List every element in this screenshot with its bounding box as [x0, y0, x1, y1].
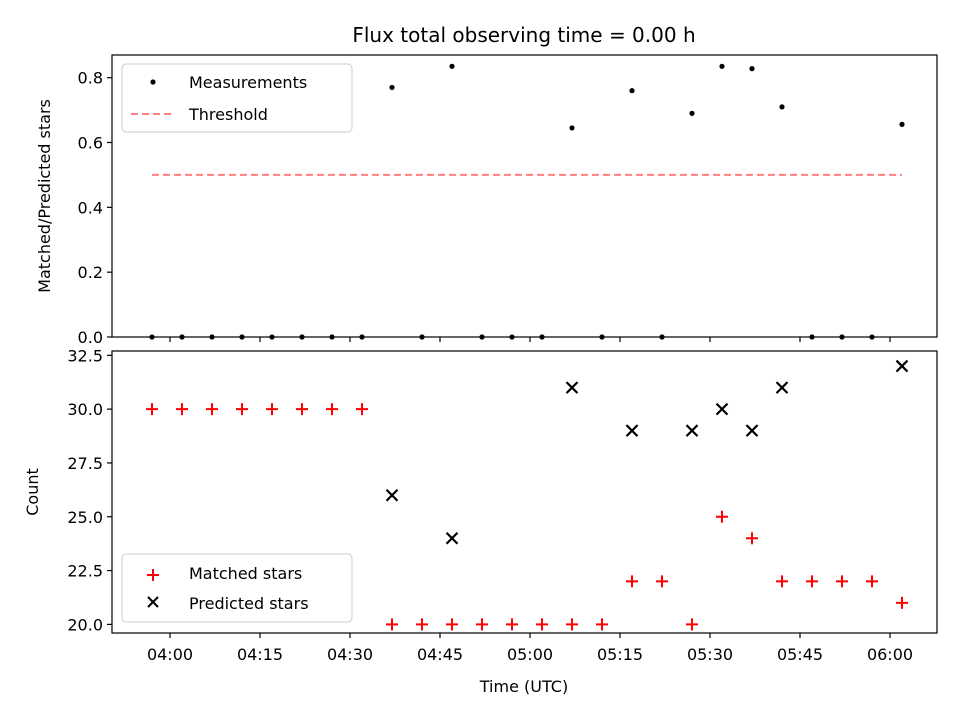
legend-measurements-label: Measurements: [189, 73, 307, 92]
top-legend-box: [121, 63, 353, 133]
matched-star-point: [656, 575, 668, 588]
matched-star-point: [356, 403, 368, 416]
bottom-y-tick-label: 22.5: [67, 562, 103, 581]
legend-measurements-marker: [150, 79, 156, 85]
legend-predicted-marker: [147, 596, 159, 608]
matched-star-point: [686, 618, 698, 631]
chart-title: Flux total observing time = 0.00 h: [352, 23, 695, 47]
measurement-point: [299, 334, 305, 340]
x-tick-label: 04:30: [327, 645, 373, 664]
matched-star-point: [866, 575, 878, 588]
measurement-point: [569, 125, 575, 131]
predicted-star-point: [745, 424, 759, 437]
measurement-point: [809, 334, 815, 340]
matched-star-point: [746, 532, 758, 545]
matched-star-point: [836, 575, 848, 588]
bottom-y-axis-label: Count: [23, 468, 42, 516]
matched-star-point: [446, 618, 458, 631]
measurement-point: [899, 121, 905, 127]
measurement-point: [749, 66, 755, 72]
x-tick-label: 04:15: [237, 645, 283, 664]
measurement-point: [239, 334, 245, 340]
predicted-star-point: [685, 424, 699, 437]
x-tick-label: 04:45: [417, 645, 463, 664]
matched-star-point: [536, 618, 548, 631]
measurement-point: [509, 334, 515, 340]
matched-star-point: [206, 403, 218, 416]
bottom-y-tick-label: 20.0: [67, 615, 103, 634]
bottom-y-tick-label: 25.0: [67, 508, 103, 527]
matched-star-point: [716, 510, 728, 523]
predicted-star-point: [565, 381, 579, 394]
x-tick-label: 05:30: [687, 645, 733, 664]
top-y-tick-label: 0.4: [78, 198, 103, 217]
legend-matched-label: Matched stars: [189, 564, 302, 583]
measurement-point: [839, 334, 845, 340]
measurement-point: [179, 334, 185, 340]
matched-star-point: [806, 575, 818, 588]
x-tick-label: 05:15: [597, 645, 643, 664]
x-tick-label: 04:00: [147, 645, 193, 664]
top-y-tick-label: 0.0: [78, 328, 103, 347]
matched-star-point: [266, 403, 278, 416]
matched-star-point: [776, 575, 788, 588]
x-tick-label: 06:00: [867, 645, 913, 664]
top-panel: 0.00.20.40.60.8 Matched/Predicted stars …: [35, 54, 938, 347]
matched-star-point: [416, 618, 428, 631]
predicted-star-point: [895, 359, 909, 373]
bottom-panel: 20.0 22.5 25.0 27.5 30.0 32.5 04:00 04:15 04:30…: [23, 346, 938, 696]
top-y-axis-label: Matched/Predicted stars: [35, 99, 54, 293]
matched-star-point: [176, 403, 188, 416]
measurement-point: [719, 63, 725, 69]
x-tick-label: 05:45: [777, 645, 823, 664]
predicted-star-point: [445, 532, 459, 545]
matched-star-point: [236, 403, 248, 416]
measurement-point: [359, 334, 365, 340]
measurement-point: [779, 104, 785, 110]
matched-star-point: [146, 403, 158, 416]
predicted-star-point: [715, 402, 729, 416]
measurement-point: [869, 334, 875, 340]
bottom-y-tick-label: 30.0: [67, 400, 103, 419]
matched-star-point: [506, 618, 518, 631]
matched-star-point: [896, 596, 908, 609]
predicted-star-point: [775, 381, 789, 394]
predicted-star-point: [625, 424, 639, 437]
measurement-point: [689, 110, 695, 116]
predicted-star-point: [385, 488, 399, 502]
top-y-tick-label: 0.2: [78, 263, 103, 282]
matched-star-point: [596, 618, 608, 631]
measurement-point: [419, 334, 425, 340]
matched-star-point: [386, 618, 398, 631]
measurement-point: [599, 334, 605, 340]
legend-matched-marker: [147, 569, 159, 581]
x-tick-label: 05:00: [507, 645, 553, 664]
measurement-point: [479, 334, 485, 340]
measurement-point: [659, 334, 665, 340]
top-legend: Measurements Threshold: [121, 63, 353, 133]
x-axis-label: Time (UTC): [479, 677, 568, 696]
matched-star-point: [566, 618, 578, 631]
measurement-point: [539, 334, 545, 340]
matched-star-point: [476, 618, 488, 631]
matched-star-point: [626, 575, 638, 588]
legend-threshold-label: Threshold: [188, 105, 268, 124]
measurement-point: [149, 334, 155, 340]
measurement-point: [449, 63, 455, 69]
measurement-point: [329, 334, 335, 340]
matched-star-point: [296, 403, 308, 416]
measurement-point: [269, 334, 275, 340]
bottom-legend: Matched stars Predicted stars: [121, 553, 353, 623]
bottom-y-tick-label: 32.5: [67, 346, 103, 365]
measurement-point: [209, 334, 215, 340]
measurement-point: [629, 88, 635, 94]
top-y-tick-label: 0.6: [78, 134, 103, 153]
measurement-point: [389, 84, 395, 91]
matched-star-point: [326, 403, 338, 416]
top-y-tick-label: 0.8: [78, 69, 103, 88]
bottom-y-tick-label: 27.5: [67, 454, 103, 473]
bottom-legend-box: [121, 553, 353, 623]
legend-predicted-label: Predicted stars: [189, 594, 309, 613]
